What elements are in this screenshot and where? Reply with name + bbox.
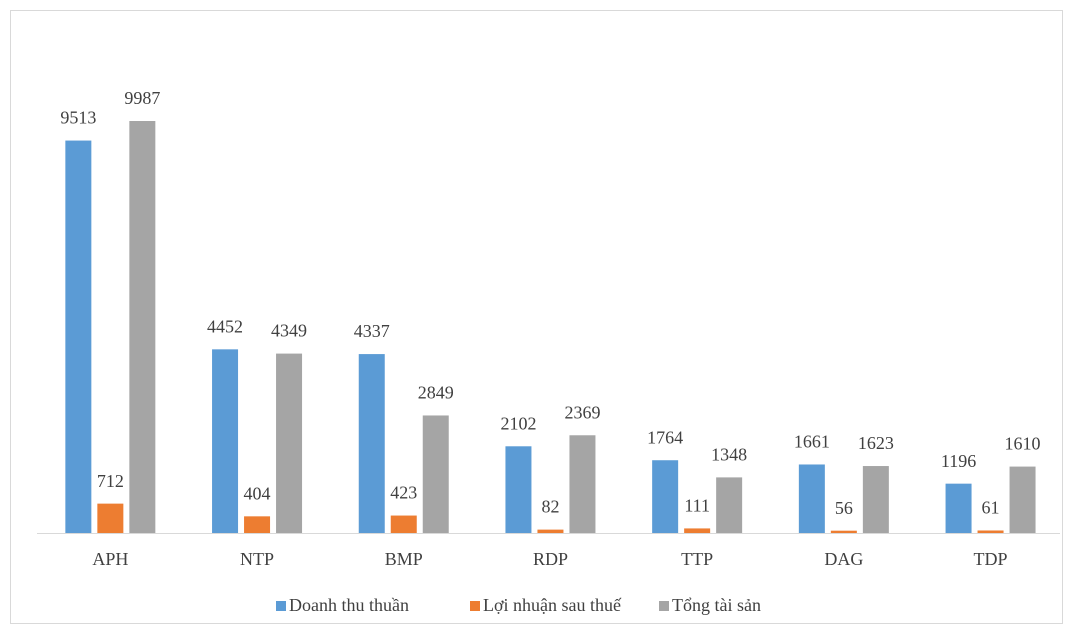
data-label: 82 (541, 497, 559, 517)
bar (390, 515, 417, 533)
bar (798, 464, 825, 533)
bar (537, 529, 564, 533)
bar (569, 435, 596, 533)
data-label: 404 (244, 483, 271, 503)
bar (65, 140, 92, 534)
x-tick-label: NTP (240, 549, 274, 569)
bar (505, 446, 532, 533)
x-tick-label: TTP (681, 549, 713, 569)
bar (422, 415, 449, 533)
data-label: 1196 (941, 451, 976, 471)
bar (1009, 466, 1036, 533)
data-label: 4349 (271, 321, 307, 341)
legend-swatch (276, 601, 286, 611)
data-label: 2369 (564, 402, 600, 422)
data-label: 111 (684, 496, 710, 516)
x-tick-label: BMP (385, 549, 423, 569)
bar (652, 460, 679, 533)
legend-label: Lợi nhuận sau thuế (483, 595, 622, 615)
bar (358, 354, 385, 533)
bar (830, 530, 857, 533)
bar (977, 530, 1004, 533)
data-label: 423 (390, 483, 417, 503)
data-label: 2102 (500, 413, 536, 433)
data-label: 1348 (711, 445, 747, 465)
data-label: 56 (835, 498, 853, 518)
x-tick-label: TDP (974, 549, 1008, 569)
data-label: 61 (982, 498, 1000, 518)
bar (276, 353, 303, 533)
x-tick-label: RDP (533, 549, 568, 569)
data-label: 712 (97, 471, 124, 491)
legend-label: Tổng tài sản (672, 595, 761, 615)
bar (244, 516, 271, 533)
chart-border (10, 10, 1063, 624)
data-label: 4452 (207, 316, 243, 336)
data-label: 4337 (354, 321, 390, 341)
bar (716, 477, 743, 533)
x-tick-label: DAG (824, 549, 863, 569)
data-label: 9513 (60, 108, 96, 128)
legend-swatch (470, 601, 480, 611)
data-label: 1610 (1005, 434, 1041, 454)
data-label: 2849 (418, 383, 454, 403)
bar (129, 121, 156, 533)
data-label: 1764 (647, 427, 683, 447)
bar (97, 503, 124, 533)
bar (862, 466, 889, 533)
data-label: 1623 (858, 433, 894, 453)
legend-swatch (659, 601, 669, 611)
data-label: 1661 (794, 432, 830, 452)
x-tick-label: APH (92, 549, 128, 569)
bar (945, 483, 972, 533)
data-label: 9987 (124, 88, 160, 108)
bar (212, 349, 239, 533)
bar (684, 528, 711, 533)
legend-label: Doanh thu thuần (289, 595, 409, 615)
